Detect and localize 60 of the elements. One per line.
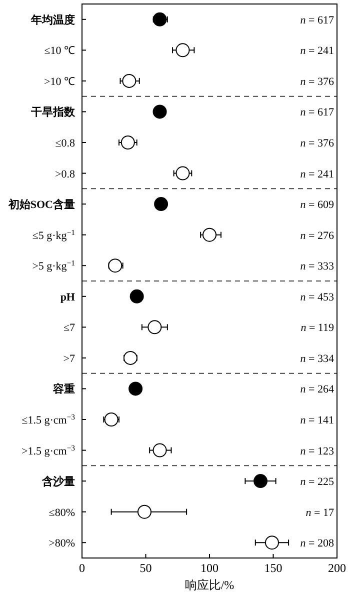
- point: [176, 166, 190, 180]
- annotation: n = 276: [300, 230, 334, 242]
- point: [148, 320, 162, 334]
- point: [154, 197, 168, 212]
- annotation: n = 119: [300, 322, 334, 334]
- annotation: n = 617: [300, 106, 334, 119]
- y-tick-label: >80%: [48, 538, 75, 550]
- point: [202, 228, 216, 242]
- annotation: n = 334: [300, 352, 334, 365]
- point: [152, 443, 167, 458]
- x-tick-label: 50: [140, 561, 152, 575]
- y-tick-label: 初始SOC含量: [7, 198, 75, 212]
- annotation: n = 225: [300, 476, 334, 488]
- annotation: n = 123: [300, 445, 334, 458]
- annotation: n = 17: [306, 506, 334, 519]
- annotation: n = 241: [300, 168, 334, 180]
- y-tick-label: ≤5 g·kg$^{−1}$: [32, 227, 76, 242]
- y-tick-label: 容重: [52, 382, 75, 396]
- annotation: n = 333: [300, 260, 334, 273]
- annotation: n = 141: [300, 414, 334, 426]
- y-tick-label: 干旱指数: [30, 106, 76, 119]
- y-tick-label: pH: [60, 291, 76, 304]
- annotation: n = 241: [300, 45, 334, 58]
- point: [152, 12, 167, 26]
- point: [152, 104, 167, 119]
- point: [122, 74, 136, 88]
- point: [123, 350, 138, 365]
- y-tick-label: ≤0.8: [55, 138, 76, 150]
- point: [108, 258, 122, 273]
- point: [130, 289, 144, 304]
- point: [137, 504, 152, 519]
- x-tick-label: 0: [79, 561, 85, 575]
- annotation: n = 376: [300, 138, 334, 150]
- point: [176, 43, 190, 58]
- point: [254, 474, 268, 488]
- y-tick-label: >7: [63, 352, 76, 365]
- y-tick-label: ≤7: [63, 322, 76, 334]
- y-tick-label: >10 ℃: [44, 76, 75, 88]
- annotation: n = 376: [300, 76, 334, 88]
- y-tick-label: ≤10 ℃: [44, 45, 75, 58]
- y-tick-label: >0.8: [55, 168, 76, 180]
- y-tick-label: 年均温度: [30, 13, 75, 26]
- annotation: n = 609: [300, 199, 334, 212]
- x-tick-label: 200: [328, 561, 346, 575]
- y-tick-label: ≤1.5 g·cm$^{−3}$: [22, 412, 76, 426]
- annotation: n = 453: [300, 291, 334, 304]
- annotation: n = 617: [300, 14, 334, 26]
- y-tick-label: 含沙量: [41, 475, 75, 488]
- y-tick-label: >1.5 g·cm$^{−3}$: [22, 442, 76, 458]
- y-tick-label: ≤80%: [48, 506, 75, 519]
- x-tick-label: 100: [200, 561, 218, 575]
- x-axis-title: 响应比/%: [184, 578, 234, 592]
- y-tick-label: >5 g·kg$^{−1}$: [32, 258, 76, 273]
- point: [264, 536, 279, 550]
- annotation: n = 208: [300, 538, 334, 550]
- annotation: n = 264: [300, 384, 334, 396]
- point: [128, 382, 143, 396]
- point: [104, 412, 118, 426]
- x-tick-label: 150: [264, 561, 282, 575]
- point: [120, 136, 135, 150]
